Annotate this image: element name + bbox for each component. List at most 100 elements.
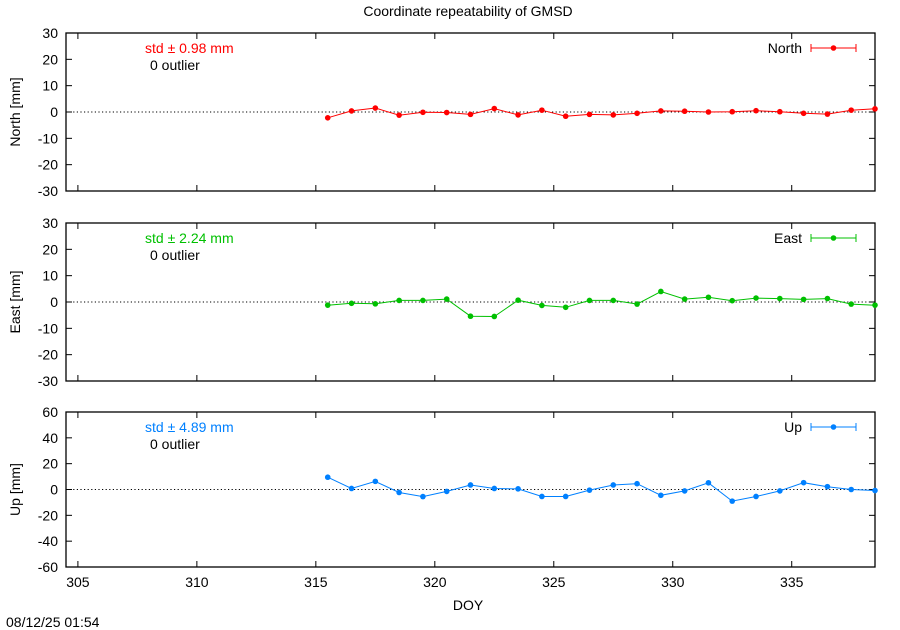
data-point xyxy=(824,295,831,302)
data-point xyxy=(348,108,355,114)
std-label: std ± 4.89 mm xyxy=(145,419,234,435)
y-tick-label: -60 xyxy=(38,559,58,575)
outlier-label: 0 outlier xyxy=(150,57,200,73)
data-point xyxy=(515,297,521,303)
data-point xyxy=(515,112,521,118)
data-point xyxy=(467,313,474,320)
data-point xyxy=(705,479,712,486)
data-point xyxy=(634,301,640,307)
data-point xyxy=(586,111,593,118)
data-point xyxy=(681,296,688,302)
data-point xyxy=(324,114,331,121)
data-point xyxy=(372,105,379,111)
y-axis-label: Up [mm] xyxy=(7,463,23,516)
data-point xyxy=(586,487,593,493)
y-axis-label: East [mm] xyxy=(7,270,23,333)
y-tick-label: 20 xyxy=(42,241,58,257)
data-point xyxy=(610,297,617,304)
y-tick-label: -30 xyxy=(38,373,58,389)
data-point xyxy=(800,110,807,117)
y-tick-label: 10 xyxy=(42,268,58,284)
data-point xyxy=(753,295,759,301)
data-point xyxy=(872,106,878,112)
data-point xyxy=(658,108,664,114)
series-line-up xyxy=(327,476,876,502)
y-tick-label: 20 xyxy=(42,456,58,472)
x-tick-label: 320 xyxy=(423,574,447,590)
legend-label: Up xyxy=(784,419,802,435)
panel-up: -60 -40 -20 0 20 40 60 305 310 315 320 325 330 335 Up … xyxy=(7,404,878,590)
series-line-east xyxy=(327,290,876,318)
data-point xyxy=(420,297,426,304)
data-point xyxy=(515,486,521,492)
data-point xyxy=(777,488,783,494)
x-axis-label: DOY xyxy=(453,597,484,613)
data-point xyxy=(491,105,498,112)
data-point xyxy=(872,487,878,494)
y-tick-label: -20 xyxy=(38,347,58,363)
data-point xyxy=(634,480,640,487)
data-point xyxy=(848,301,855,307)
data-point xyxy=(372,301,379,307)
y-tick-label: -10 xyxy=(38,130,58,146)
y-tick-label: 30 xyxy=(42,25,58,41)
y-tick-label: 0 xyxy=(50,104,58,120)
y-tick-label: 30 xyxy=(42,215,58,231)
data-point xyxy=(848,107,855,113)
data-point xyxy=(396,489,402,496)
y-tick-label: -40 xyxy=(38,533,58,549)
data-point xyxy=(681,108,688,115)
data-point xyxy=(539,107,545,113)
legend-label: East xyxy=(774,230,802,246)
x-tick-label: 335 xyxy=(780,574,804,590)
y-tick-label: -30 xyxy=(38,183,58,199)
x-tick-label: 305 xyxy=(66,574,90,590)
data-point xyxy=(491,485,498,492)
panel-east: -30 -20 -10 0 10 20 30 East [mm] std ± 2.24 mm0 … xyxy=(7,215,878,389)
data-point xyxy=(586,297,593,304)
data-point xyxy=(610,112,617,118)
data-point xyxy=(324,302,331,308)
chart-title: Coordinate repeatability of GMSD xyxy=(363,3,572,19)
data-point xyxy=(729,498,736,504)
timestamp: 08/12/25 01:54 xyxy=(6,614,100,630)
y-axis-label: North [mm] xyxy=(7,77,23,146)
y-tick-label: -20 xyxy=(38,507,58,523)
y-tick-label: -10 xyxy=(38,320,58,336)
data-point xyxy=(443,296,450,302)
x-tick-label: 315 xyxy=(304,574,328,590)
data-point xyxy=(396,297,402,304)
data-point xyxy=(848,486,855,493)
data-point xyxy=(324,474,331,481)
data-point xyxy=(658,492,664,499)
data-point xyxy=(420,109,426,116)
data-point xyxy=(824,111,831,117)
data-point xyxy=(681,488,688,494)
data-point xyxy=(705,294,712,301)
data-point xyxy=(420,493,426,500)
data-point xyxy=(610,482,617,488)
data-point xyxy=(539,493,545,500)
data-point xyxy=(634,110,640,117)
data-point xyxy=(705,109,712,115)
data-point xyxy=(777,295,783,302)
data-point xyxy=(539,302,545,309)
legend-marker xyxy=(830,424,837,430)
data-point xyxy=(562,113,569,120)
data-point xyxy=(777,108,783,115)
std-label: std ± 0.98 mm xyxy=(145,40,234,56)
legend-marker xyxy=(830,45,837,51)
panel-north: -30 -20 -10 0 10 20 30 North [mm] std ± 0.98 mm0… xyxy=(7,25,878,199)
data-point xyxy=(443,109,450,116)
legend-marker xyxy=(830,235,837,241)
y-tick-label: 40 xyxy=(42,430,58,446)
y-tick-label: 60 xyxy=(42,404,58,420)
outlier-label: 0 outlier xyxy=(150,247,200,263)
y-tick-label: 0 xyxy=(50,294,58,310)
data-point xyxy=(491,313,498,320)
y-tick-label: 0 xyxy=(50,482,58,498)
data-point xyxy=(467,482,474,488)
data-point xyxy=(753,107,759,114)
